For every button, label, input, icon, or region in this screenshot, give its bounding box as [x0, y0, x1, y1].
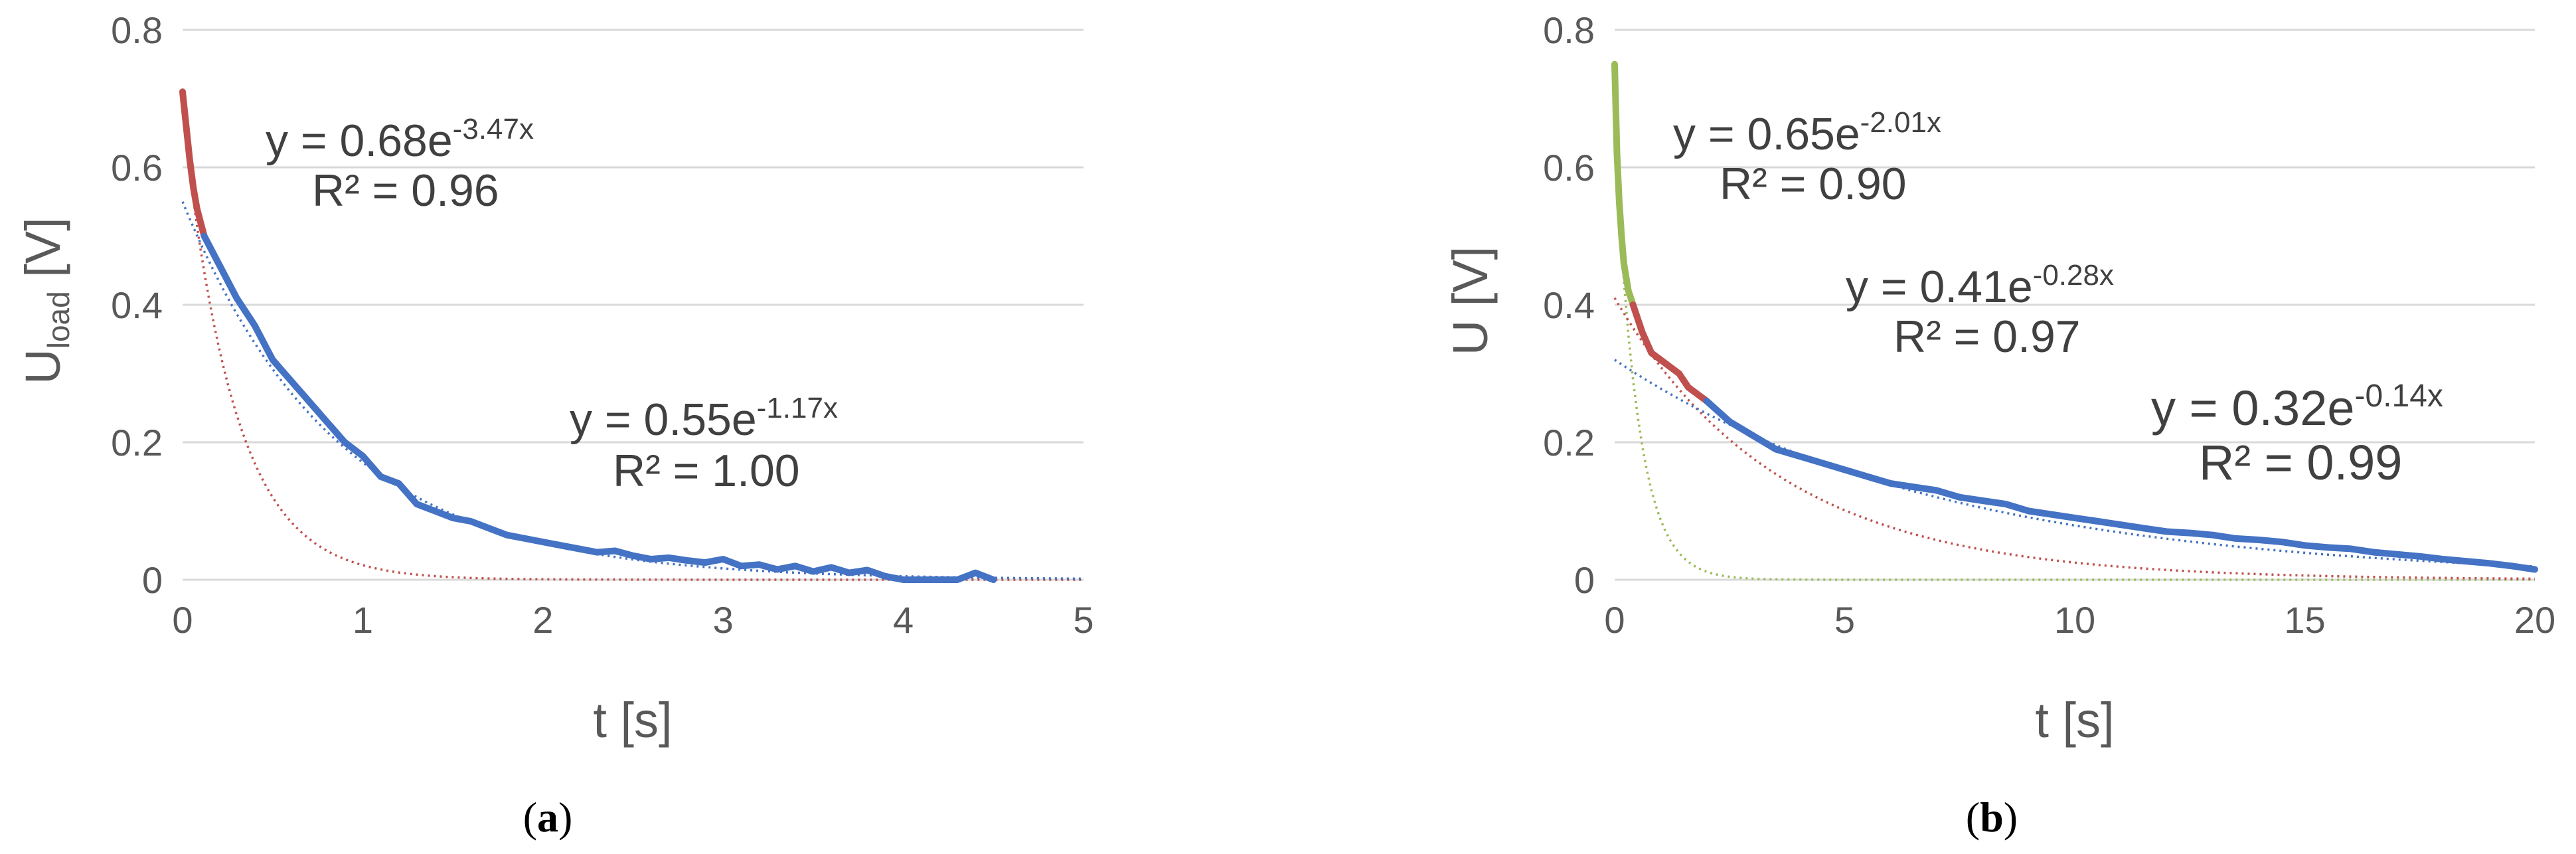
- y-tick-label: 0.8: [111, 9, 163, 51]
- chart-a: 0 0.2 0.4 0.6 0.8 0 1 2 3 4 5 t [s] Uload [V] y =…: [15, 9, 1094, 841]
- data-series-line: [1629, 301, 1710, 404]
- x-axis-title-b: t [s]: [2035, 693, 2114, 748]
- trendlines-a: [181, 112, 1084, 581]
- panel-label-a: (a): [523, 794, 573, 841]
- y-axis-title-b: U [V]: [1443, 246, 1498, 355]
- x-tick-label: 20: [2514, 599, 2555, 641]
- y-tick-label: 0.2: [1543, 422, 1595, 464]
- fit-equation-b-green: y = 0.65e-2.01x: [1673, 106, 1941, 159]
- fit-equation-b-blue-exp: -0.14x: [2355, 379, 2443, 414]
- x-tick-label: 3: [713, 599, 734, 641]
- data-series-line: [1611, 60, 1637, 308]
- x-tick-label: 2: [532, 599, 553, 641]
- y-tick-label: 0.6: [111, 147, 163, 189]
- fit-equation-b-red-base: y = 0.41e: [1846, 262, 2033, 312]
- data-series-line: [201, 232, 997, 583]
- y-tick-label: 0.4: [111, 284, 163, 326]
- fit-equation-a-blue-base: y = 0.55e: [570, 394, 757, 445]
- fit-r2-a-blue: R² = 1.00: [613, 446, 800, 496]
- fit-equation-b-red-exp: -0.28x: [2033, 259, 2114, 292]
- chart-b: 0 0.2 0.4 0.6 0.8 0 5 10 15 20 t [s] U [V] y = 0…: [1443, 9, 2555, 841]
- fit-equation-b-green-exp: -2.01x: [1860, 106, 1941, 139]
- fit-r2-b-red: R² = 0.97: [1893, 311, 2081, 362]
- fit-equation-b-green-base: y = 0.65e: [1673, 109, 1860, 159]
- x-tick-labels-a: 0 1 2 3 4 5: [172, 599, 1093, 641]
- fit-equation-b-blue: y = 0.32e-0.14x: [2151, 379, 2443, 436]
- x-tick-label: 4: [893, 599, 914, 641]
- fit-r2-b-green: R² = 0.90: [1720, 159, 1907, 209]
- y-tick-label: 0: [142, 559, 163, 601]
- fit-trendline: [181, 201, 1084, 580]
- x-tick-labels-b: 0 5 10 15 20: [1604, 599, 2555, 641]
- x-axis-title-a: t [s]: [593, 693, 672, 748]
- data-series-line: [1703, 397, 2538, 573]
- x-tick-label: 0: [172, 599, 193, 641]
- y-tick-labels-a: 0 0.2 0.4 0.6 0.8: [111, 9, 163, 601]
- fit-equation-a-red-base: y = 0.68e: [266, 116, 453, 166]
- grid-lines-a: [183, 29, 1084, 444]
- y-tick-labels-b: 0 0.2 0.4 0.6 0.8: [1543, 9, 1595, 601]
- panel-label-a-letter: a: [537, 794, 558, 841]
- x-tick-label: 15: [2284, 599, 2325, 641]
- x-tick-label: 10: [2054, 599, 2095, 641]
- y-tick-label: 0: [1574, 559, 1595, 601]
- data-series-line: [179, 88, 208, 240]
- y-axis-title-a-main: U: [15, 349, 70, 384]
- y-tick-label: 0.4: [1543, 284, 1595, 326]
- y-tick-label: 0.8: [1543, 9, 1595, 51]
- panel-label-b-letter: b: [1980, 794, 2004, 841]
- data-series-a: [179, 88, 997, 583]
- x-tick-label: 5: [1834, 599, 1855, 641]
- fit-r2-b-blue: R² = 0.99: [2199, 435, 2402, 490]
- fit-r2-a-red: R² = 0.96: [312, 165, 499, 216]
- fit-trendline: [1613, 133, 2535, 581]
- x-tick-label: 1: [353, 599, 373, 641]
- x-tick-label: 5: [1073, 599, 1093, 641]
- fit-equation-a-red: y = 0.68e-3.47x: [266, 113, 534, 166]
- y-tick-label: 0.6: [1543, 147, 1595, 189]
- y-axis-title-a-unit: [V]: [15, 217, 70, 291]
- fit-equation-a-red-exp: -3.47x: [453, 113, 534, 145]
- data-series-b: [1611, 60, 2538, 573]
- y-axis-title-a-sub: load: [41, 291, 76, 349]
- fit-equation-b-blue-base: y = 0.32e: [2151, 381, 2355, 436]
- fit-equation-a-blue: y = 0.55e-1.17x: [570, 392, 838, 445]
- fit-equation-b-red: y = 0.41e-0.28x: [1846, 259, 2114, 312]
- y-axis-title-a: Uload [V]: [15, 217, 76, 384]
- panel-label-b: (b): [1966, 794, 2018, 841]
- x-tick-label: 0: [1604, 599, 1625, 641]
- fit-equation-a-blue-exp: -1.17x: [757, 392, 838, 424]
- y-tick-label: 0.2: [111, 422, 163, 464]
